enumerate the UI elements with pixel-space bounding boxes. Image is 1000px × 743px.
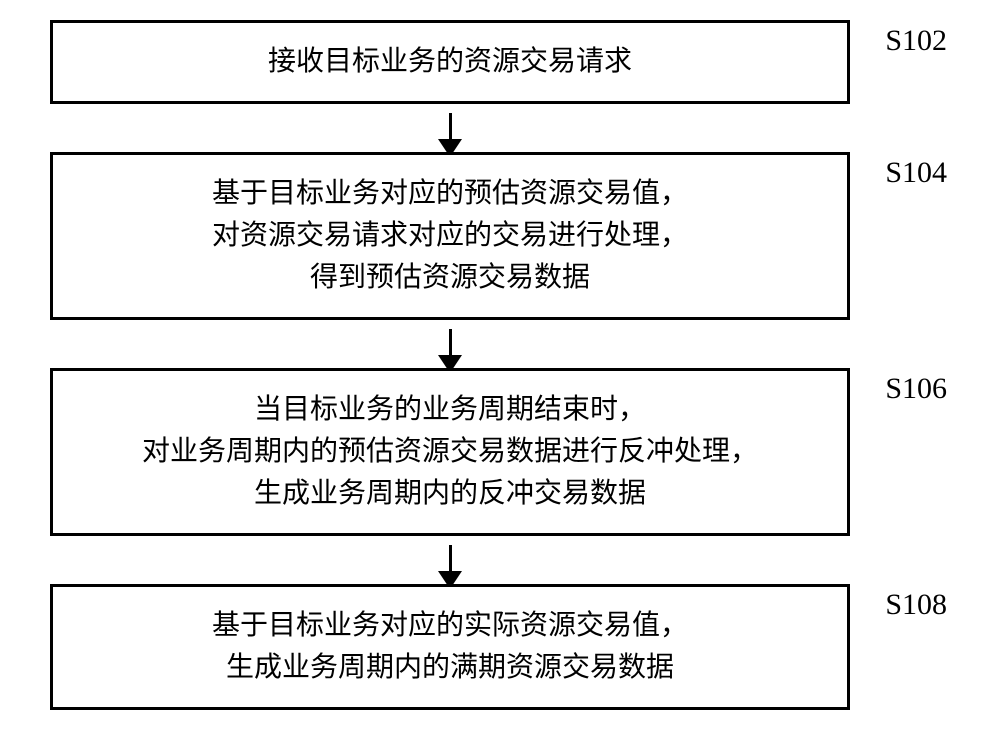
- step-text: 基于目标业务对应的实际资源交易值， 生成业务周期内的满期资源交易数据: [212, 610, 688, 683]
- step-text: 基于目标业务对应的预估资源交易值， 对资源交易请求对应的交易进行处理， 得到预估…: [212, 178, 688, 293]
- arrow-down-icon: [449, 113, 452, 143]
- arrow-3: [50, 536, 850, 584]
- step-label-s108: S108: [885, 582, 947, 627]
- arrow-down-icon: [449, 545, 452, 575]
- step-box-s102: 接收目标业务的资源交易请求 S102: [50, 20, 850, 104]
- step-box-s106: 当目标业务的业务周期结束时， 对业务周期内的预估资源交易数据进行反冲处理， 生成…: [50, 368, 850, 536]
- step-box-s104: 基于目标业务对应的预估资源交易值， 对资源交易请求对应的交易进行处理， 得到预估…: [50, 152, 850, 320]
- step-label-s106: S106: [885, 366, 947, 411]
- step-text: 接收目标业务的资源交易请求: [268, 46, 632, 77]
- step-text: 当目标业务的业务周期结束时， 对业务周期内的预估资源交易数据进行反冲处理， 生成…: [142, 394, 758, 509]
- arrow-2: [50, 320, 850, 368]
- flowchart-container: 接收目标业务的资源交易请求 S102 基于目标业务对应的预估资源交易值， 对资源…: [50, 20, 950, 710]
- arrow-down-icon: [449, 329, 452, 359]
- step-label-s104: S104: [885, 150, 947, 195]
- step-label-s102: S102: [885, 18, 947, 63]
- step-box-s108: 基于目标业务对应的实际资源交易值， 生成业务周期内的满期资源交易数据 S108: [50, 584, 850, 710]
- arrow-1: [50, 104, 850, 152]
